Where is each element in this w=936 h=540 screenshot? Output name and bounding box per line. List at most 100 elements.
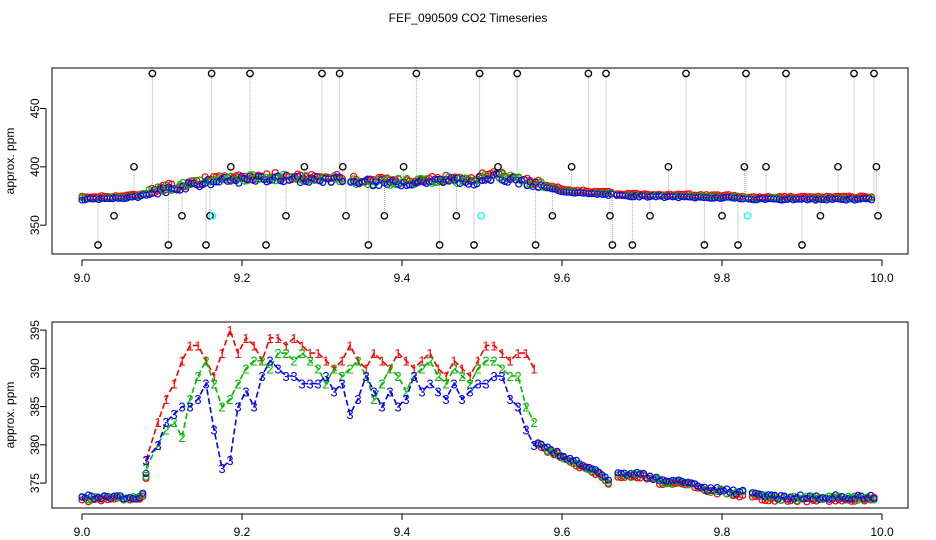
series-2-label: 2 bbox=[514, 369, 521, 384]
series-3-label: 3 bbox=[514, 400, 521, 415]
series-2-label: 2 bbox=[274, 346, 281, 361]
series-3-label: 3 bbox=[402, 392, 409, 407]
series-3-label: 3 bbox=[490, 369, 497, 384]
series-2-label: 2 bbox=[418, 361, 425, 376]
series-1-label: 1 bbox=[410, 361, 417, 376]
series-2-label: 2 bbox=[290, 354, 297, 369]
top-x-axis: 9.0 9.2 9.4 9.6 9.8 10.0 bbox=[74, 259, 894, 285]
raw-spike-point bbox=[798, 241, 806, 249]
series-3-label: 3 bbox=[530, 438, 537, 453]
series-2-point bbox=[835, 492, 843, 500]
series-3-label: 3 bbox=[522, 423, 529, 438]
series-3-label: 3 bbox=[250, 400, 257, 415]
series-2-line bbox=[145, 351, 535, 469]
series-1-label: 1 bbox=[186, 338, 193, 353]
top-y-axis: 350 400 450 bbox=[28, 98, 47, 235]
series-2-label: 2 bbox=[234, 377, 241, 392]
series-3-label: 3 bbox=[298, 377, 305, 392]
bottom-series-lines bbox=[145, 327, 535, 470]
bottom-y-label: approx. ppm bbox=[3, 382, 17, 449]
series-3-point bbox=[870, 494, 878, 503]
raw-spike-point bbox=[548, 211, 557, 220]
raw-spike-point bbox=[682, 69, 690, 78]
series-2-label: 2 bbox=[434, 369, 441, 384]
series-3-label: 3 bbox=[162, 415, 169, 430]
series-3-label: 3 bbox=[274, 361, 281, 376]
raw-spike-point bbox=[399, 162, 408, 171]
x-tick-label: 9.2 bbox=[234, 525, 251, 539]
series-1-label: 1 bbox=[346, 338, 353, 353]
raw-spike-point bbox=[513, 69, 522, 78]
series-3-label: 3 bbox=[194, 392, 201, 407]
top-panel: 9.0 9.2 9.4 9.6 9.8 10.0 350 400 450 approx. pp… bbox=[3, 67, 909, 285]
series-2-point bbox=[142, 473, 150, 481]
series-1-label: 1 bbox=[362, 361, 369, 376]
series-1-label: 1 bbox=[442, 369, 449, 384]
raw-spike-point bbox=[148, 69, 157, 78]
series-3-point bbox=[684, 478, 693, 486]
series-3-point bbox=[604, 476, 613, 484]
series-3-label: 3 bbox=[314, 377, 321, 392]
series-1-label: 1 bbox=[154, 415, 161, 430]
x-tick-label: 9.8 bbox=[714, 525, 731, 539]
raw-spike-point bbox=[130, 162, 138, 171]
raw-spike-point bbox=[206, 211, 214, 220]
raw-spike-point bbox=[202, 241, 210, 249]
series-3-label: 3 bbox=[242, 384, 249, 399]
series-3-label: 3 bbox=[234, 400, 241, 415]
series-1-label: 1 bbox=[298, 338, 305, 353]
series-1-label: 1 bbox=[506, 354, 513, 369]
series-3-label: 3 bbox=[362, 369, 369, 384]
series-2-point bbox=[604, 479, 613, 487]
series-1-label: 1 bbox=[314, 346, 321, 361]
series-1-point bbox=[338, 174, 346, 183]
raw-spike-point bbox=[110, 211, 118, 220]
series-1-label: 1 bbox=[394, 346, 401, 361]
raw-spike-point bbox=[318, 69, 326, 78]
raw-spike-point bbox=[435, 241, 444, 249]
series-3-label: 3 bbox=[154, 438, 161, 453]
series-3-label: 3 bbox=[170, 407, 177, 422]
raw-spike-point bbox=[246, 69, 254, 78]
series-2-label: 2 bbox=[330, 361, 337, 376]
top-flag-points bbox=[208, 211, 752, 220]
series-1-label: 1 bbox=[226, 323, 233, 338]
series-3-label: 3 bbox=[354, 392, 361, 407]
raw-spike-point bbox=[178, 211, 186, 220]
series-3-line bbox=[145, 359, 535, 470]
raw-spike-point bbox=[608, 241, 617, 249]
series-3-label: 3 bbox=[330, 384, 337, 399]
raw-spike-point bbox=[606, 211, 614, 220]
raw-spike-point bbox=[262, 241, 270, 249]
series-1-label: 1 bbox=[218, 346, 225, 361]
raw-spike-point bbox=[782, 69, 790, 78]
series-1-label: 1 bbox=[418, 354, 425, 369]
series-3-label: 3 bbox=[426, 377, 433, 392]
series-1-label: 1 bbox=[450, 354, 457, 369]
series-2-label: 2 bbox=[178, 430, 185, 445]
series-2-label: 2 bbox=[442, 377, 449, 392]
series-2-label: 2 bbox=[450, 361, 457, 376]
series-1-label: 1 bbox=[194, 338, 201, 353]
raw-spike-point bbox=[742, 69, 750, 78]
series-3-label: 3 bbox=[178, 400, 185, 415]
series-2-label: 2 bbox=[378, 377, 385, 392]
raw-spike-point bbox=[338, 162, 347, 171]
series-1-label: 1 bbox=[434, 361, 441, 376]
series-1-label: 1 bbox=[242, 331, 249, 346]
series-3-label: 3 bbox=[378, 400, 385, 415]
y-tick-label: 375 bbox=[28, 473, 42, 493]
series-1-label: 1 bbox=[530, 361, 537, 376]
series-2-label: 2 bbox=[402, 384, 409, 399]
series-2-label: 2 bbox=[162, 423, 169, 438]
series-2-label: 2 bbox=[466, 377, 473, 392]
series-2-label: 2 bbox=[202, 354, 209, 369]
raw-spike-point bbox=[584, 69, 593, 78]
x-tick-label: 10.0 bbox=[870, 271, 894, 285]
series-3-label: 3 bbox=[394, 400, 401, 415]
raw-spike-point bbox=[874, 211, 882, 220]
series-3-point bbox=[84, 491, 93, 499]
raw-spike-point bbox=[282, 211, 290, 220]
